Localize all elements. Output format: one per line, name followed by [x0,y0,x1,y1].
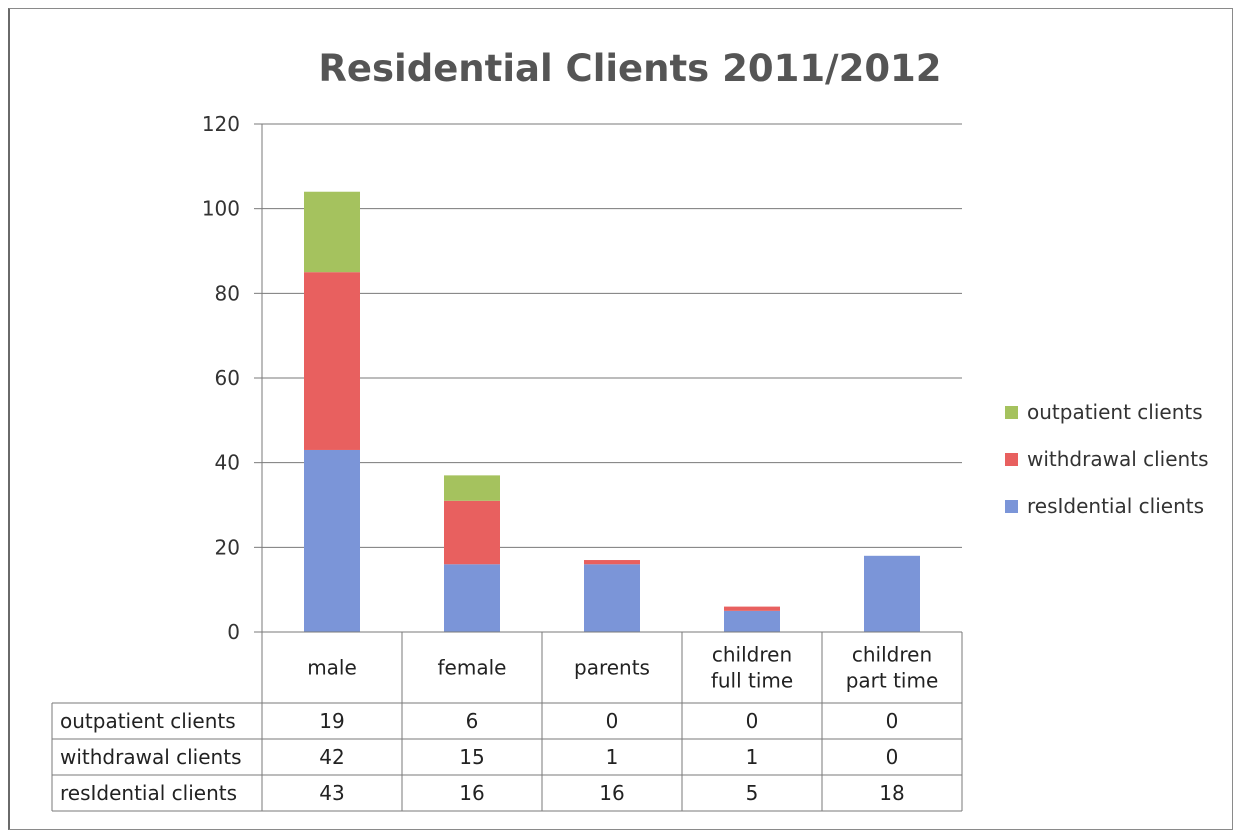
table-cell-value: 5 [746,781,759,805]
table-cell-value: 16 [459,781,484,805]
table-cell-value: 6 [466,709,479,733]
gridlines [262,123,962,633]
chart-frame: Residential Clients 2011/2012 0 20 40 60 80 1… [8,8,1233,830]
bars [304,191,920,632]
legend-label: resIdential clients [1027,494,1204,518]
category-label: full time [711,669,793,693]
chart-title: Residential Clients 2011/2012 [318,47,941,90]
legend-label: outpatient clients [1027,400,1203,424]
table-cell-value: 15 [459,745,484,769]
category-label: parents [574,656,650,680]
y-tick-label: 80 [215,281,240,305]
legend-label: withdrawal clients [1027,447,1208,471]
legend-swatch [1005,500,1018,513]
table-cell-value: 0 [746,709,759,733]
y-tick-label: 0 [227,620,240,644]
legend-swatch [1005,406,1018,419]
y-tick-label: 120 [202,112,240,136]
legend: outpatient clients withdrawal clients resI… [1005,400,1208,518]
bar-segment [724,610,780,632]
table-cell-value: 43 [319,781,344,805]
bar-segment [864,555,920,632]
bar-segment [584,564,640,632]
table-cell-value: 0 [886,709,899,733]
table-cell-value: 1 [606,745,619,769]
table-row-label: resIdential clients [60,781,237,805]
category-label: male [307,656,357,680]
bar-segment [584,560,640,565]
table-row-label: outpatient clients [60,709,236,733]
bar-segment [304,272,360,450]
bar-segment [724,606,780,611]
y-tick-label: 100 [202,197,240,221]
bar-segment [304,449,360,632]
bar-segment [444,564,500,632]
table-cell-value: 18 [879,781,904,805]
bar-segment [444,475,500,501]
legend-swatch [1005,453,1018,466]
y-tick-label: 40 [215,451,240,475]
table-cell-value: 42 [319,745,344,769]
category-label: children [852,643,932,667]
table-cell-value: 16 [599,781,624,805]
category-label: female [438,656,507,680]
bar-segment [444,500,500,565]
table-cell-value: 0 [886,745,899,769]
y-tick-label: 60 [215,366,240,390]
table-cell-value: 19 [319,709,344,733]
table-row-label: withdrawal clients [60,745,241,769]
y-axis: 0 20 40 60 80 100 120 [202,112,263,644]
category-label: part time [846,669,939,693]
table-cell-value: 0 [606,709,619,733]
category-label: children [712,643,792,667]
bar-segment [304,191,360,273]
chart-svg: Residential Clients 2011/2012 0204060801… [51,47,1208,812]
table-cell-value: 1 [746,745,759,769]
y-tick-label: 20 [215,535,240,559]
